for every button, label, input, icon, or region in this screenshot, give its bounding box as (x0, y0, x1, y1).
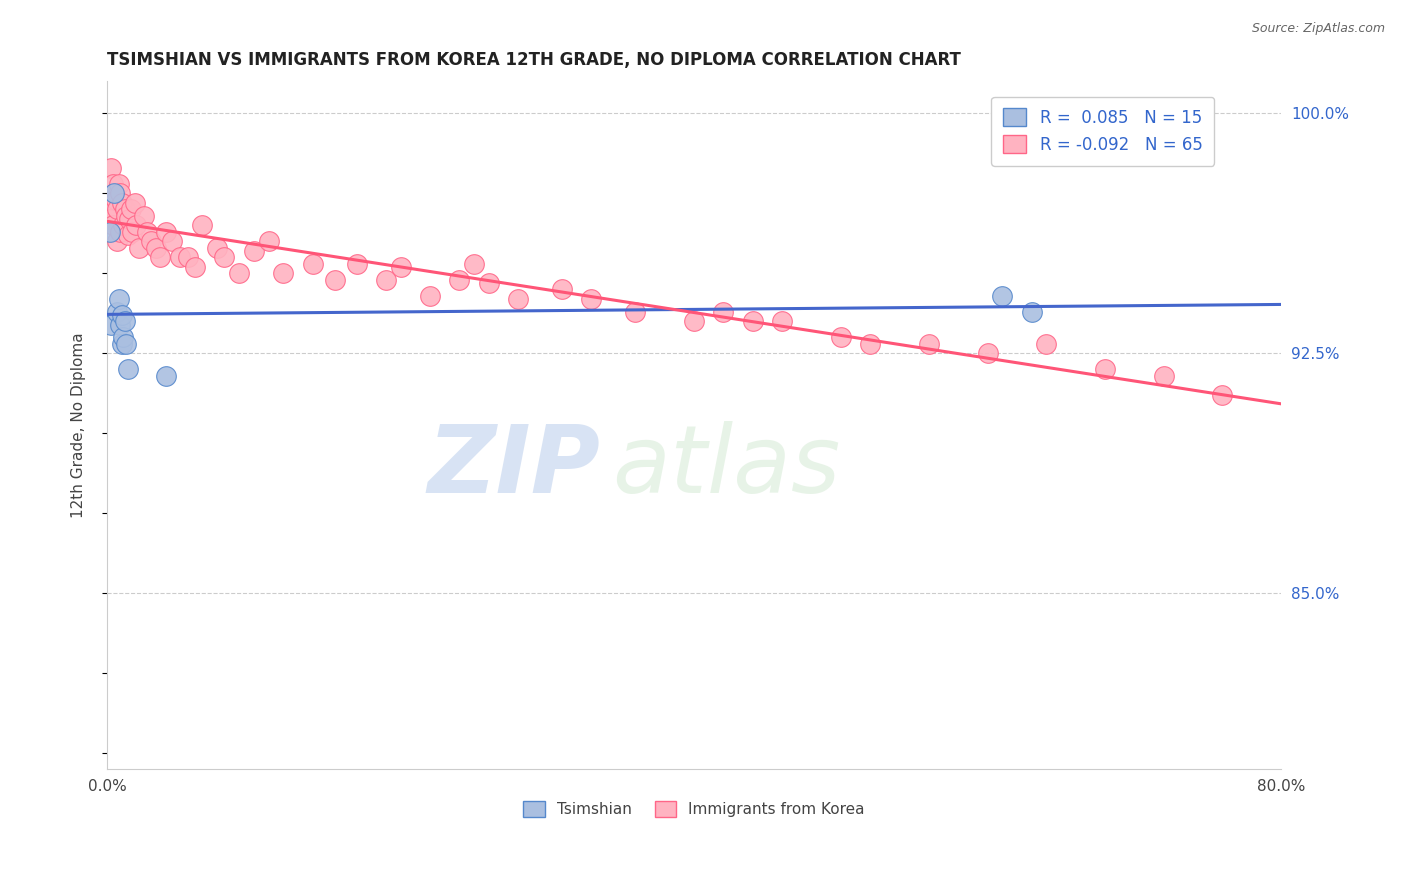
Point (117, 227, 139, 242)
Point (449, 273, 471, 287)
Point (120, 202, 142, 217)
Point (624, 304, 647, 318)
Point (243, 244, 266, 258)
Point (103, 186, 125, 201)
Point (100, 161, 122, 175)
Point (1035, 336, 1057, 351)
Y-axis label: 12th Grade, No Diploma: 12th Grade, No Diploma (72, 333, 86, 518)
Point (830, 330, 852, 344)
Point (374, 273, 396, 287)
Text: atlas: atlas (612, 421, 841, 512)
Point (112, 330, 135, 344)
Point (859, 336, 882, 351)
Point (991, 289, 1014, 303)
Point (110, 225, 132, 239)
Point (103, 186, 125, 201)
Point (389, 260, 412, 274)
Point (191, 219, 214, 233)
Point (105, 235, 128, 249)
Point (1211, 388, 1233, 402)
Point (128, 241, 150, 255)
Point (114, 202, 136, 217)
Point (228, 266, 250, 280)
Point (117, 362, 139, 376)
Point (97, 202, 120, 217)
Point (135, 225, 157, 239)
Point (108, 177, 131, 191)
Point (1021, 304, 1043, 318)
Point (100, 318, 122, 332)
Point (177, 250, 200, 264)
Point (115, 209, 138, 223)
Point (184, 260, 207, 274)
Point (108, 292, 131, 306)
Legend: Tsimshian, Immigrants from Korea: Tsimshian, Immigrants from Korea (517, 795, 870, 823)
Point (271, 266, 294, 280)
Point (105, 202, 128, 217)
Point (770, 314, 793, 328)
Point (105, 304, 128, 318)
Point (205, 241, 228, 255)
Text: ZIP: ZIP (427, 421, 600, 513)
Point (169, 250, 191, 264)
Point (145, 241, 167, 255)
Point (149, 250, 172, 264)
Point (1153, 368, 1175, 383)
Point (98, 225, 121, 239)
Point (111, 308, 134, 322)
Point (114, 314, 136, 328)
Point (98, 211, 121, 226)
Point (124, 196, 146, 211)
Point (121, 225, 143, 239)
Point (257, 235, 280, 249)
Point (419, 289, 441, 303)
Point (741, 314, 763, 328)
Point (125, 219, 148, 233)
Point (112, 219, 135, 233)
Point (101, 177, 124, 191)
Point (104, 193, 127, 207)
Point (323, 273, 346, 287)
Point (478, 276, 501, 290)
Point (976, 346, 998, 360)
Point (301, 257, 323, 271)
Point (918, 336, 941, 351)
Point (506, 292, 529, 306)
Point (1094, 362, 1116, 376)
Point (111, 196, 134, 211)
Point (683, 314, 706, 328)
Point (139, 235, 162, 249)
Text: TSIMSHIAN VS IMMIGRANTS FROM KOREA 12TH GRADE, NO DIPLOMA CORRELATION CHART: TSIMSHIAN VS IMMIGRANTS FROM KOREA 12TH … (107, 51, 960, 69)
Point (115, 336, 138, 351)
Point (101, 219, 124, 233)
Point (713, 304, 735, 318)
Text: Source: ZipAtlas.com: Source: ZipAtlas.com (1251, 22, 1385, 36)
Point (110, 186, 132, 201)
Point (551, 282, 574, 296)
Point (160, 235, 183, 249)
Point (132, 209, 155, 223)
Point (155, 368, 177, 383)
Point (155, 225, 177, 239)
Point (118, 211, 141, 226)
Point (110, 318, 132, 332)
Point (463, 257, 485, 271)
Point (111, 336, 134, 351)
Point (214, 250, 236, 264)
Point (346, 257, 368, 271)
Point (581, 292, 603, 306)
